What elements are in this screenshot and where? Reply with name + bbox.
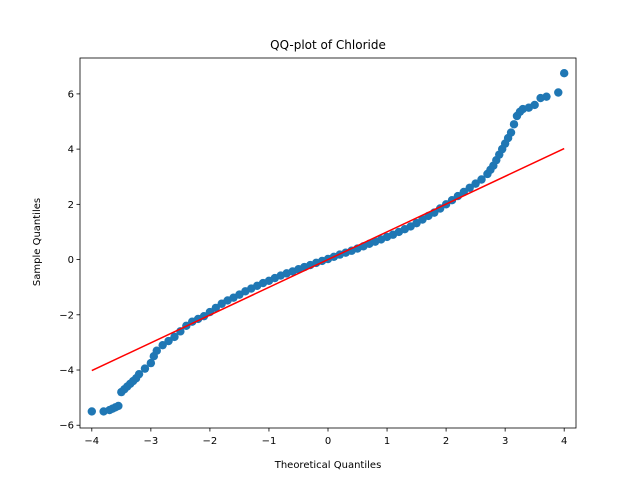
x-tick-label: −3 [143,436,158,447]
x-tick-label: −4 [84,436,99,447]
data-point [134,369,144,379]
y-tick-label: 0 [68,255,74,266]
x-tick-label: 2 [443,436,449,447]
x-tick-label: 0 [325,436,331,447]
data-point [164,336,173,346]
axes: −4 −3 −2 −1 0 1 2 3 4 −6 −4 −2 0 2 4 6 [59,57,577,447]
data-point [158,340,167,350]
data-point [465,183,474,192]
data-point [471,179,480,188]
x-tick-label: 1 [384,436,390,447]
data-point [477,175,486,184]
y-tick-label: −4 [59,366,74,377]
data-point [152,346,161,355]
data-point [140,364,150,373]
y-tick-label: 6 [68,89,74,100]
y-tick-label: 4 [68,145,74,156]
data-point [211,303,221,313]
reference-line [91,147,565,372]
y-tick-label: −6 [59,421,74,432]
data-point [530,100,539,110]
data-point [146,358,156,368]
data-point [506,128,516,137]
data-point [87,407,97,416]
x-tick-label: 4 [561,436,567,447]
x-tick-label: −1 [262,436,277,447]
data-point [554,88,563,97]
y-axis-label: Sample Quantiles [32,198,43,286]
y-tick-label: −2 [59,310,74,321]
data-point [509,120,519,129]
data-point [559,68,569,78]
data-point [170,332,179,342]
x-tick-label: −2 [203,436,218,447]
y-tick-label: 2 [68,200,74,211]
chart-title: QQ-plot of Chloride [270,38,386,52]
reference-line-layer [91,147,565,372]
x-tick-label: 3 [502,436,508,447]
data-point [542,92,551,101]
data-point [114,401,123,411]
x-axis-label: Theoretical Quantiles [274,460,382,471]
